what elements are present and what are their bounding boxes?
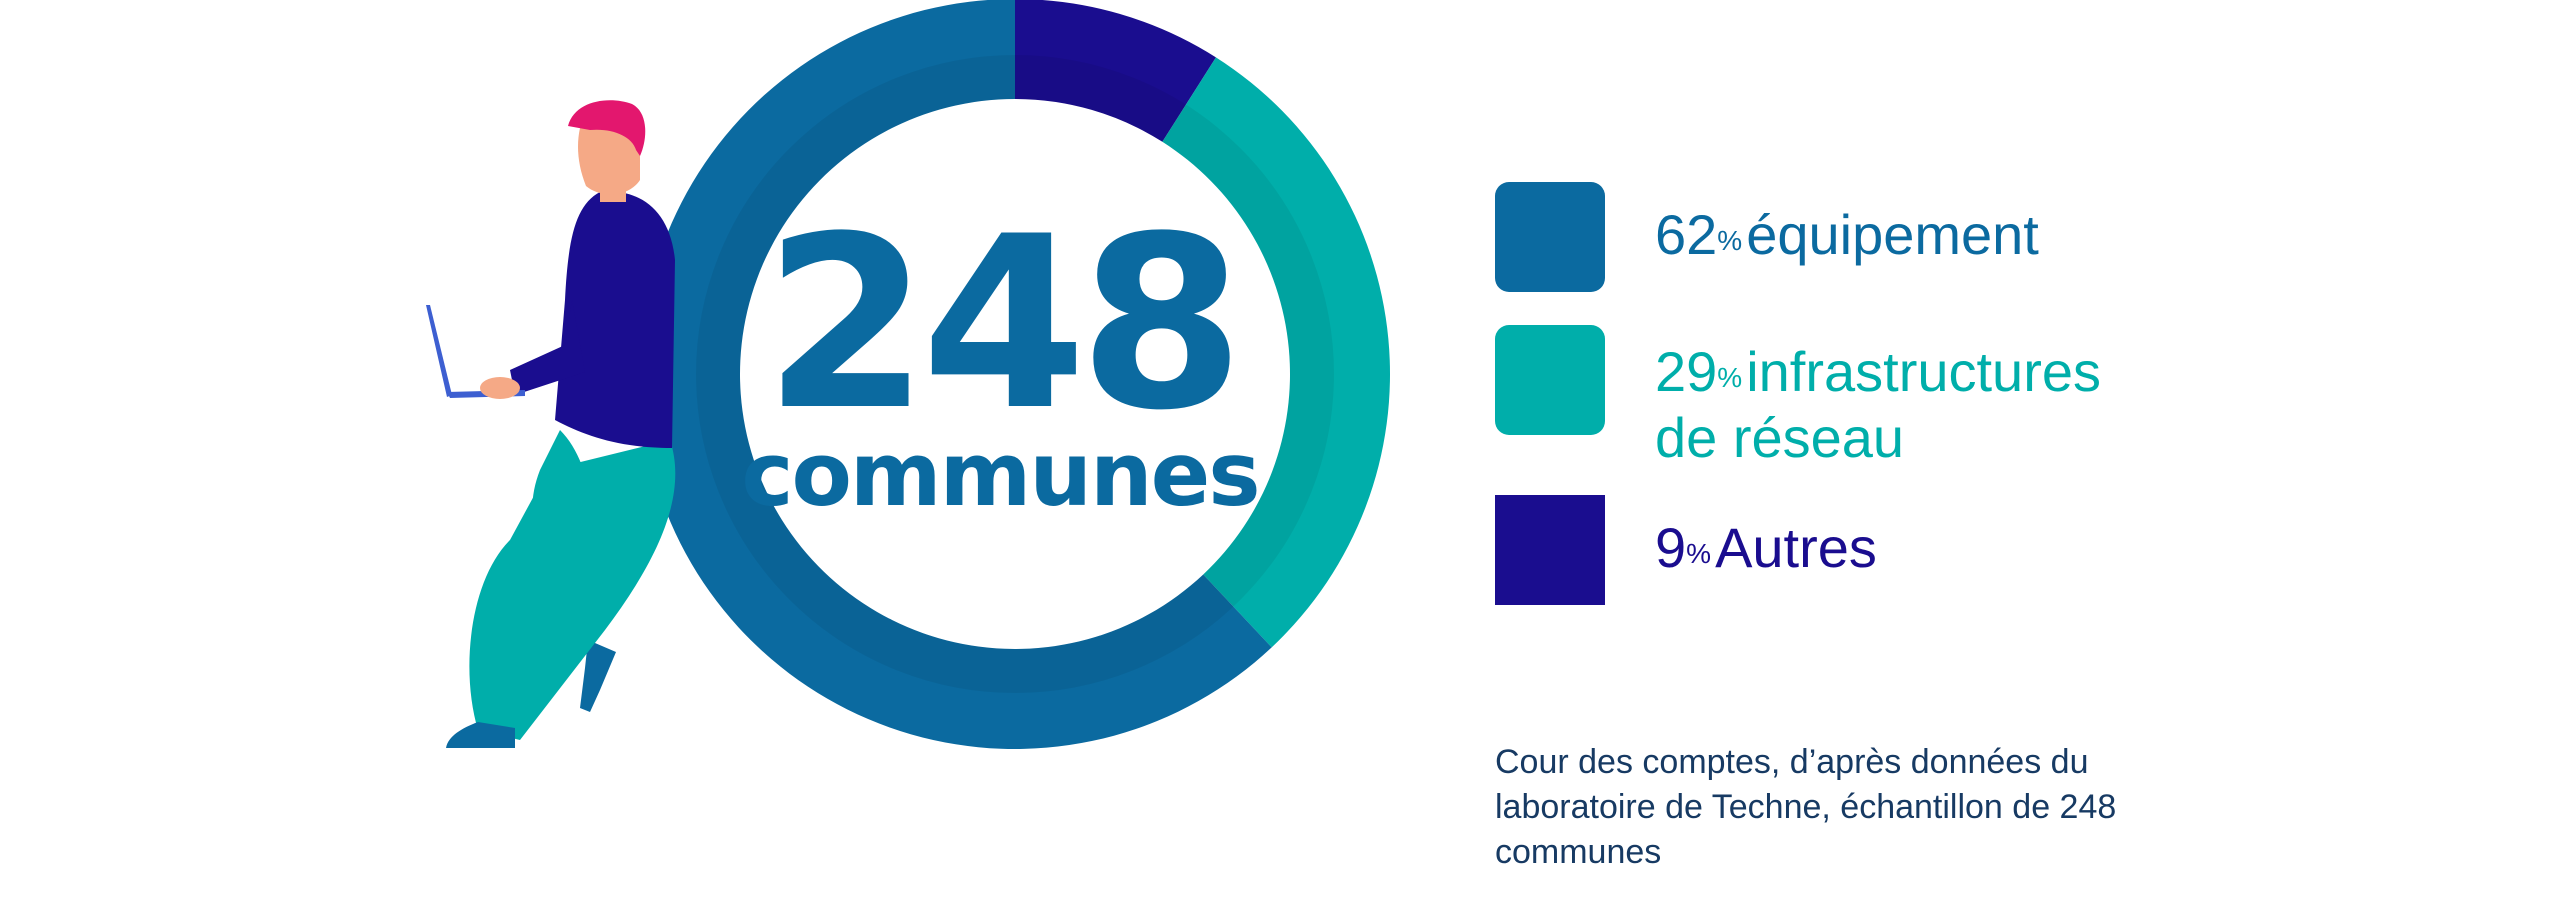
person-torso — [555, 191, 675, 448]
person-front-leg — [469, 440, 676, 740]
legend-unit: % — [1686, 538, 1712, 569]
legend-label-autres: 9%Autres — [1655, 515, 1877, 581]
person-arm — [510, 300, 585, 395]
legend-unit: % — [1717, 225, 1743, 256]
person-back-foot — [580, 640, 616, 712]
legend-unit: % — [1717, 362, 1743, 393]
person-leaning-with-laptop-illustration — [426, 100, 676, 748]
donut-slice-1 — [1162, 57, 1390, 648]
legend-swatch-autres — [1495, 495, 1605, 605]
legend-label-equipement: 62%équipement — [1655, 202, 2039, 268]
laptop-screen — [426, 305, 452, 397]
legend-text-line-2: de réseau — [1655, 406, 1905, 469]
legend-value: 62 — [1655, 203, 1718, 266]
person-hand — [480, 377, 520, 399]
legend-swatch-equipement — [1495, 182, 1605, 292]
legend-text: équipement — [1746, 203, 2039, 266]
donut-slice-2 — [640, 0, 1272, 749]
donut-slices — [640, 0, 1390, 749]
source-note: Cour des comptes, d’après données du lab… — [1495, 743, 2117, 871]
center-total-number: 248 — [763, 186, 1245, 463]
legend-value: 29 — [1655, 340, 1718, 403]
donut-inner-ring — [696, 55, 1334, 693]
legend-text: infrastructures — [1746, 340, 2101, 403]
person-hair — [568, 100, 646, 156]
center-total-label: communes — [741, 423, 1260, 526]
legend-label-infrastructures: 29%infrastructures de réseau — [1655, 339, 2101, 471]
donut-slice-0 — [1015, 0, 1216, 142]
person-front-foot — [446, 722, 515, 748]
legend-swatch-infrastructures — [1495, 325, 1605, 435]
legend-value: 9 — [1655, 516, 1687, 579]
legend-text: Autres — [1715, 516, 1877, 579]
person-face — [578, 122, 640, 195]
